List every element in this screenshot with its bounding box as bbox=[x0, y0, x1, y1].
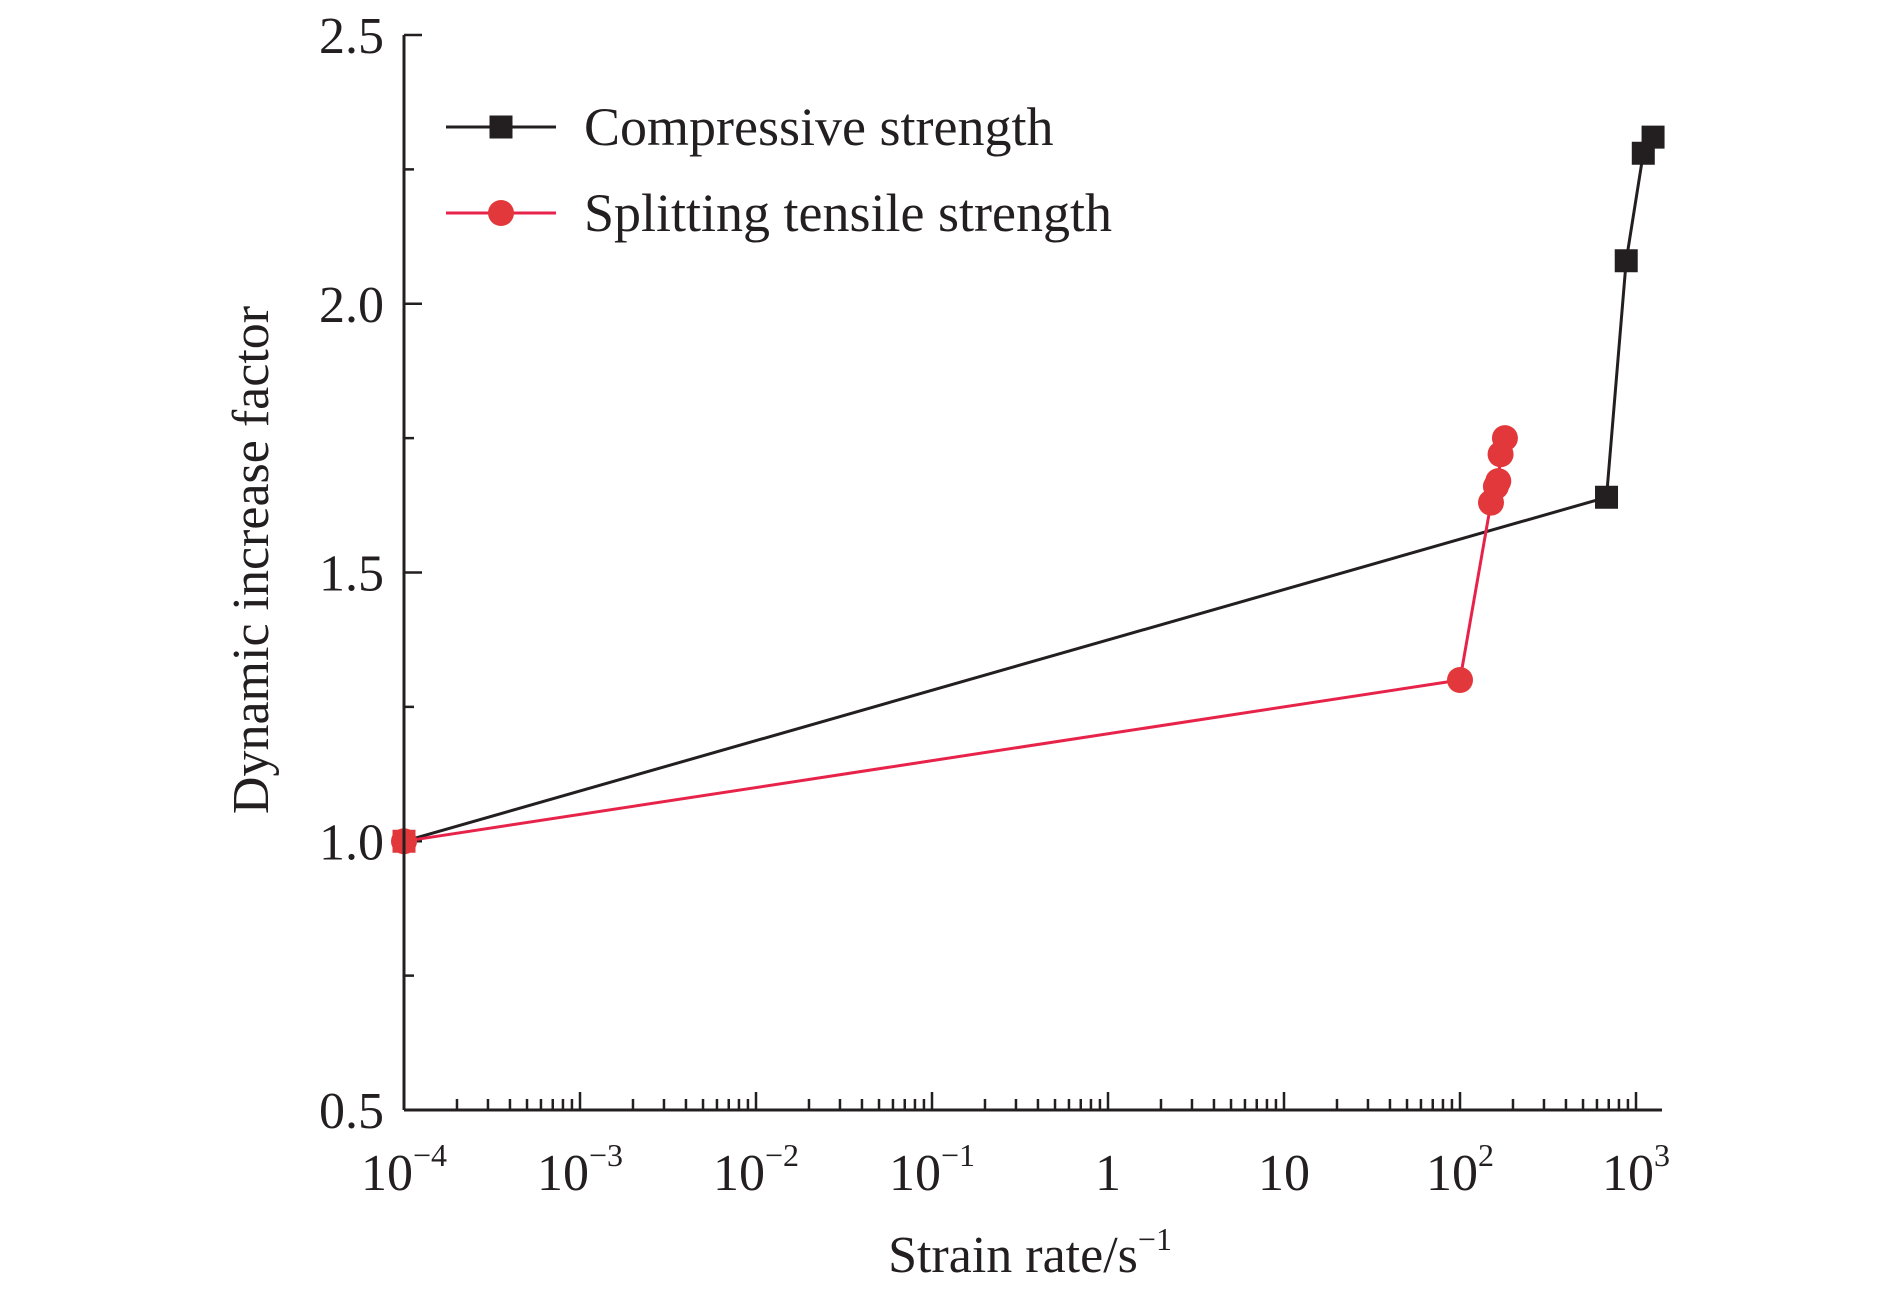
legend-label: Compressive strength bbox=[584, 97, 1053, 157]
series-line-tensile bbox=[403, 437, 1507, 843]
x-tick-label: 10−4 bbox=[361, 1137, 447, 1202]
x-tick-label: 103 bbox=[1602, 1137, 1670, 1202]
x-tick-label: 10−2 bbox=[713, 1137, 799, 1202]
y-tick-label: 1.5 bbox=[319, 546, 384, 603]
legend: Compressive strength Splitting tensile st… bbox=[446, 97, 1112, 243]
data-point-tensile bbox=[1447, 667, 1473, 693]
x-tick-label: 10−1 bbox=[889, 1137, 975, 1202]
data-point-tensile bbox=[1491, 425, 1518, 452]
legend-marker bbox=[489, 115, 513, 139]
legend-label: Splitting tensile strength bbox=[584, 183, 1112, 243]
legend-marker bbox=[488, 200, 514, 226]
data-point-tensile bbox=[1485, 468, 1512, 495]
x-axis-label: Strain rate/s−1 bbox=[888, 1221, 1172, 1284]
y-tick-label: 2.0 bbox=[319, 277, 384, 334]
y-tick-label: 1.0 bbox=[319, 814, 384, 871]
x-axis-label-text: Strain rate/s bbox=[888, 1227, 1138, 1284]
axis-ticks bbox=[402, 33, 1638, 1112]
x-tick-label: 10−3 bbox=[537, 1137, 623, 1202]
x-tick-label: 1 bbox=[1095, 1145, 1121, 1202]
x-tick-label: 102 bbox=[1426, 1137, 1494, 1202]
y-axis-label: Dynamic increase factor bbox=[223, 306, 280, 814]
data-point-compressive bbox=[1614, 249, 1638, 273]
x-axis-label-sup: −1 bbox=[1138, 1221, 1172, 1257]
y-tick-labels: 0.5 1.0 1.5 2.0 2.5 bbox=[319, 8, 384, 1140]
data-point-compressive bbox=[1641, 125, 1665, 149]
x-tick-labels: 10−4 10−3 10−2 10−1 1 10 102 103 bbox=[361, 1137, 1670, 1202]
y-tick-label: 2.5 bbox=[319, 8, 384, 65]
series-markers bbox=[391, 125, 1665, 855]
y-tick-label: 0.5 bbox=[319, 1083, 384, 1140]
x-tick-label: 10 bbox=[1258, 1145, 1310, 1202]
data-point-compressive bbox=[1595, 485, 1619, 509]
